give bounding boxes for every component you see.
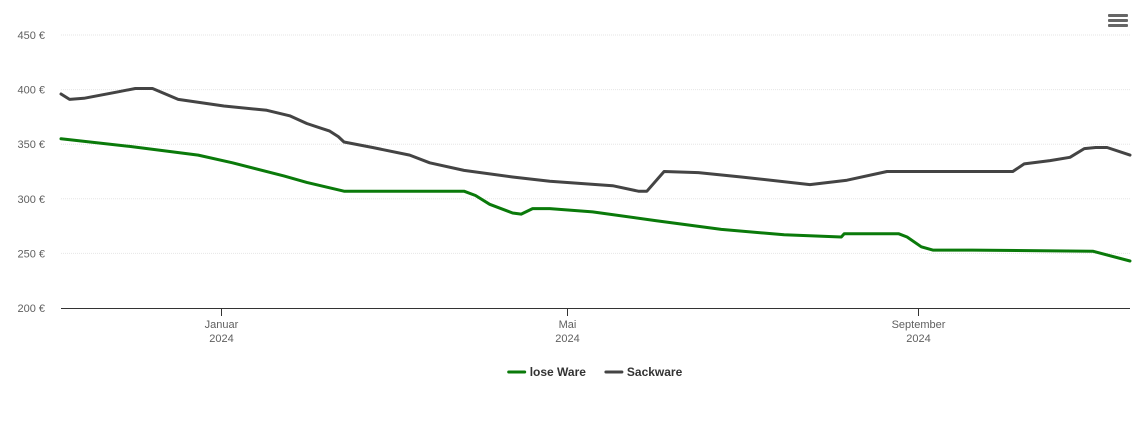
hamburger-menu-icon[interactable] bbox=[1106, 12, 1130, 32]
x-tick-year: 2024 bbox=[555, 333, 579, 345]
y-tick-label: 350 € bbox=[17, 139, 45, 151]
y-tick-label: 200 € bbox=[17, 303, 45, 315]
series-lines bbox=[59, 87, 1132, 263]
menu-bar bbox=[1108, 24, 1128, 27]
y-tick-label: 450 € bbox=[17, 30, 45, 42]
x-tick-label: September bbox=[892, 319, 946, 331]
x-axis: Januar 2024 Mai 2024 September 2024 bbox=[205, 308, 946, 345]
x-tick-label: Januar bbox=[205, 319, 239, 331]
series-line bbox=[59, 87, 1132, 193]
legend-label: lose Ware bbox=[530, 365, 587, 379]
menu-bar bbox=[1108, 14, 1128, 17]
legend-item[interactable]: lose Ware bbox=[507, 365, 587, 379]
series-line bbox=[59, 137, 1132, 263]
legend: lose Ware Sackware bbox=[507, 365, 683, 379]
y-tick-label: 250 € bbox=[17, 248, 45, 260]
menu-bar bbox=[1108, 19, 1128, 22]
grid-lines bbox=[61, 34, 1130, 254]
y-tick-label: 300 € bbox=[17, 194, 45, 206]
x-tick-year: 2024 bbox=[209, 333, 233, 345]
y-axis: 200 € 250 € 300 € 350 € 400 € 450 € bbox=[17, 30, 45, 315]
x-tick-year: 2024 bbox=[906, 333, 930, 345]
legend-item[interactable]: Sackware bbox=[604, 365, 683, 379]
legend-label: Sackware bbox=[627, 365, 683, 379]
x-tick-label: Mai bbox=[559, 319, 577, 331]
y-tick-label: 400 € bbox=[17, 85, 45, 97]
